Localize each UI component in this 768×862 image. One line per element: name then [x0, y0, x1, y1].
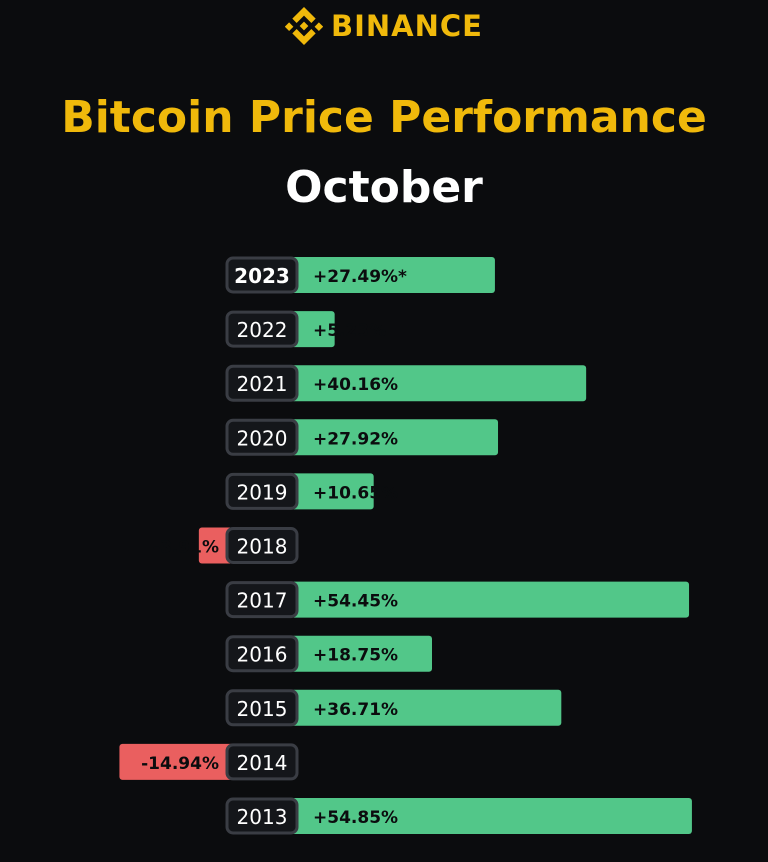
year-label-2022: 2022: [237, 318, 288, 342]
value-label-2021: +40.16%: [313, 375, 398, 395]
bar-2015: [291, 689, 562, 726]
year-label-2019: 2019: [237, 480, 288, 504]
year-badge-2013: [225, 797, 299, 835]
year-label-2015: 2015: [237, 697, 288, 721]
bar-2014: [119, 743, 235, 780]
year-badge-2015: [225, 689, 299, 727]
value-label-2019: +10.65%: [313, 483, 398, 503]
year-badge-2021: [225, 364, 299, 402]
bar-2022: [291, 311, 335, 348]
bar-2016: [291, 635, 432, 672]
year-badge-2023: [225, 256, 299, 294]
value-label-2017: +54.45%: [313, 592, 398, 612]
bar-2013: [291, 798, 692, 834]
bar-2023: [291, 257, 495, 293]
year-badge-2022: [225, 310, 299, 348]
value-label-2013: +54.85%: [313, 808, 398, 828]
binance-logo-icon: [285, 7, 323, 45]
year-label-2014: 2014: [237, 751, 288, 775]
year-badge-2016: [225, 635, 299, 673]
brand-name: BINANCE: [331, 9, 483, 43]
bar-2021: [291, 365, 587, 402]
value-label-2016: +18.75%: [313, 646, 398, 666]
bar-2019: [291, 473, 374, 510]
bar-2017: [291, 581, 690, 618]
year-label-2016: 2016: [237, 643, 288, 667]
brand-logo: BINANCE: [0, 6, 768, 46]
year-badge-2020: [225, 418, 299, 456]
year-label-2020: 2020: [237, 426, 288, 450]
year-label-2021: 2021: [237, 372, 288, 396]
value-label-2018: -3.91%: [153, 538, 219, 558]
year-label-2018: 2018: [237, 535, 288, 559]
value-label-2015: +36.71%: [313, 700, 398, 720]
year-label-2023: 2023: [234, 264, 290, 288]
value-label-2020: +27.92%: [313, 429, 398, 449]
chart-title: Bitcoin Price Performance: [61, 92, 707, 143]
value-label-2022: +5.23%: [313, 321, 386, 341]
bar-2020: [291, 419, 499, 456]
year-badge-2019: [225, 472, 299, 510]
year-badge-2018: [225, 527, 299, 564]
chart-subtitle: October: [285, 162, 483, 213]
year-badge-2017: [225, 581, 299, 619]
year-badge-2014: [225, 743, 299, 781]
year-label-2017: 2017: [237, 589, 288, 613]
value-label-2014: -14.94%: [141, 754, 219, 774]
year-label-2013: 2013: [237, 805, 288, 829]
value-label-2023: +27.49%*: [313, 267, 407, 287]
